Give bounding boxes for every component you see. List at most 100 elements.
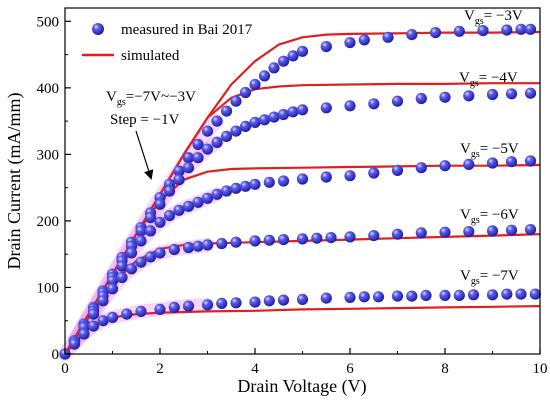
measured-point (106, 275, 119, 287)
measured-point (439, 91, 451, 103)
measured-point (277, 294, 290, 306)
measured-point (486, 225, 499, 237)
measured-point (144, 212, 157, 224)
measured-point (87, 308, 100, 320)
measured-point (358, 291, 370, 303)
measured-point (201, 239, 214, 251)
measured-point (277, 175, 290, 187)
measured-point (135, 256, 147, 268)
measured-point (182, 162, 195, 174)
measured-point (154, 303, 166, 315)
measured-point (391, 228, 404, 240)
measured-point (182, 300, 195, 312)
measured-point (420, 289, 432, 301)
measured-point (201, 125, 214, 137)
measured-point (415, 227, 427, 239)
measured-point (239, 120, 252, 132)
vgs-range-main: =−7V~−3V (126, 89, 196, 105)
x-tick-label: 10 (533, 361, 548, 377)
measured-point (192, 152, 204, 164)
measured-point (372, 291, 385, 303)
measured-point (230, 95, 242, 107)
measured-point (515, 288, 527, 300)
measured-point (486, 289, 499, 301)
measured-point (439, 160, 451, 172)
x-tick-label: 8 (441, 361, 449, 377)
measured-point (344, 170, 356, 182)
y-axis-ticks: 0 100 200 300 400 500 (37, 14, 71, 363)
measured-point (144, 225, 157, 237)
measured-point (486, 157, 499, 169)
legend-measured-marker (92, 23, 104, 35)
measured-point (320, 171, 332, 183)
measured-point (463, 226, 475, 238)
measured-point (173, 165, 185, 177)
vgs-range-sub: gs (117, 97, 126, 108)
measured-point (192, 138, 204, 150)
measured-point (168, 301, 180, 313)
measured-point (230, 182, 242, 194)
x-axis-ticks: 0 2 4 6 8 10 (61, 348, 548, 377)
measured-point (216, 297, 228, 309)
measured-point (477, 25, 489, 37)
y-tick-label: 300 (37, 147, 60, 163)
measured-point (344, 100, 356, 112)
measured-point (230, 297, 242, 309)
legend-simulated-label: simulated (121, 48, 180, 64)
measured-point (415, 92, 427, 105)
measured-point (391, 95, 404, 107)
measured-point (201, 299, 214, 311)
measured-point (368, 230, 380, 242)
measured-point (344, 291, 356, 303)
measured-points (59, 23, 541, 360)
measured-point (125, 247, 138, 259)
measured-point (192, 196, 204, 208)
measured-point (463, 158, 475, 170)
measured-point (97, 315, 109, 327)
measured-point (106, 311, 119, 323)
x-axis-title: Drain Voltage (V) (237, 376, 366, 397)
measured-point (296, 293, 309, 305)
measured-point (325, 232, 337, 244)
measured-point (296, 233, 309, 245)
measured-point (168, 243, 180, 256)
measured-point (68, 338, 81, 350)
measured-point (239, 180, 252, 192)
measured-point (116, 260, 128, 272)
measured-point (230, 125, 242, 137)
measured-point (154, 216, 166, 228)
measured-point (505, 88, 518, 100)
measured-point (211, 115, 223, 127)
series-label: Vgs= −4V (459, 70, 518, 89)
measured-point (263, 176, 275, 188)
measured-point (439, 289, 451, 301)
y-tick-label: 500 (37, 14, 60, 30)
measured-point (121, 308, 133, 320)
measured-point (211, 188, 223, 200)
measured-point (263, 295, 275, 307)
measured-point (239, 86, 252, 99)
measured-point (182, 200, 195, 212)
annotation-arrow (135, 130, 154, 180)
measured-point (220, 185, 233, 197)
measured-point (182, 241, 195, 254)
y-tick-label: 0 (52, 347, 60, 363)
measured-point (406, 290, 418, 302)
measured-point (249, 78, 261, 91)
measured-point (192, 240, 204, 252)
measured-point (249, 296, 261, 308)
measured-point (182, 152, 195, 164)
measured-point (258, 70, 271, 82)
measured-point (135, 235, 147, 247)
measured-point (135, 305, 147, 317)
measured-point (463, 90, 475, 102)
measured-point (311, 232, 323, 244)
measured-point (116, 271, 128, 284)
measured-point (263, 234, 275, 246)
series-label: Vgs= −6V (460, 207, 519, 226)
measured-point (97, 295, 109, 307)
measured-point (501, 24, 513, 36)
measured-point (277, 55, 290, 67)
measured-point (382, 31, 394, 43)
measured-point (529, 288, 541, 300)
